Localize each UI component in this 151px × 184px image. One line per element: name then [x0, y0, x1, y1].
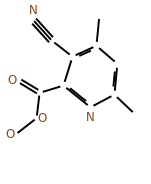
- Text: O: O: [6, 128, 15, 141]
- Text: N: N: [29, 4, 38, 17]
- Text: O: O: [7, 74, 16, 87]
- Text: O: O: [37, 112, 47, 125]
- Text: N: N: [86, 111, 95, 124]
